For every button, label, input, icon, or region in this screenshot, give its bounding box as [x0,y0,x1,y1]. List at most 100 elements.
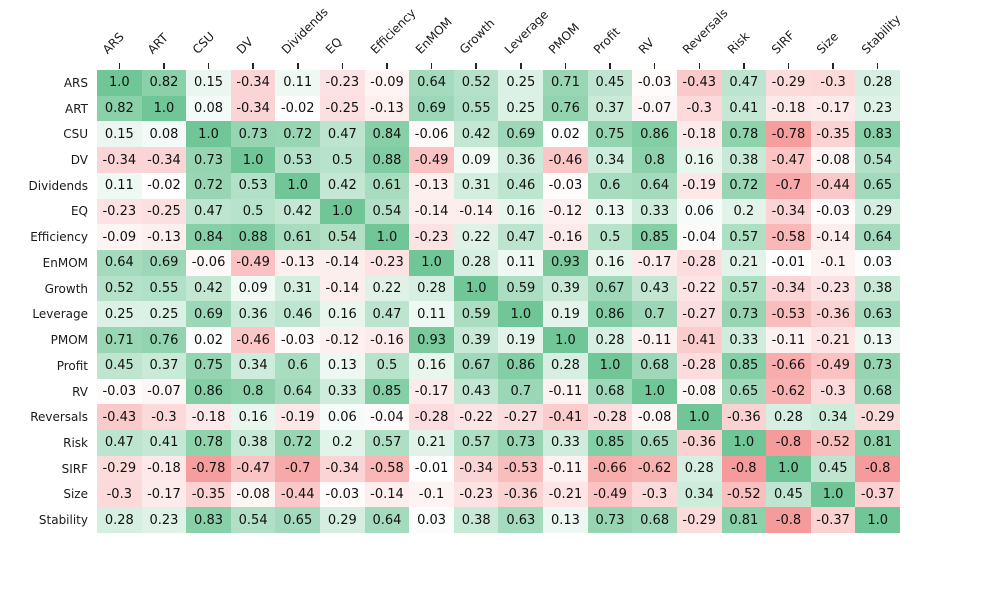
heatmap-cell: 0.22 [364,275,410,302]
heatmap-cell: 0.38 [855,275,900,302]
heatmap-cell: 0.85 [632,224,677,251]
heatmap-cell: -0.78 [186,455,231,482]
heatmap-cell: 0.25 [97,301,142,328]
heatmap-cell: 0.43 [453,378,499,405]
heatmap-cell: 0.11 [409,301,454,328]
heatmap-cell: -0.13 [364,95,410,122]
heatmap-cell: 0.45 [97,352,142,379]
heatmap-cell: 0.25 [141,301,187,328]
heatmap-cell: 0.65 [632,430,677,456]
heatmap-cell: 0.69 [409,95,454,122]
heatmap-cell: 0.38 [230,430,276,456]
heatmap-cell: 0.78 [721,121,767,148]
heatmap-cell: 0.36 [498,147,544,173]
heatmap-cell: 0.59 [498,275,544,302]
row-label: Profit [56,358,88,373]
heatmap-cell: -0.29 [97,455,142,482]
heatmap-cell: 0.2 [721,198,767,225]
heatmap-cell: 0.34 [810,404,856,431]
heatmap-cell: 0.76 [141,327,187,353]
heatmap-cell: -0.47 [230,455,276,482]
heatmap-cell: 0.2 [320,430,365,456]
heatmap-cell: 0.7 [632,301,677,328]
heatmap-cell: 0.16 [320,301,365,328]
heatmap-cell: -0.47 [766,147,811,173]
heatmap-cell: -0.11 [543,455,588,482]
heatmap-cell: -0.28 [587,404,633,431]
heatmap-cell: -0.58 [364,455,410,482]
heatmap-cell: -0.04 [364,404,410,431]
heatmap-cell: 0.28 [453,250,499,276]
column-label: EnMOM [412,14,455,57]
heatmap-cell: -0.08 [676,378,722,405]
heatmap-cell: -0.09 [364,70,410,96]
heatmap-cell: 0.37 [141,352,187,379]
heatmap-cell: 0.69 [498,121,544,148]
heatmap-cell: 0.93 [409,327,454,353]
row-label: Dividends [28,178,88,193]
heatmap-cell: 0.5 [320,147,365,173]
heatmap-cell: -0.66 [587,455,633,482]
heatmap-cell: 0.08 [186,95,231,122]
heatmap-cell: 0.47 [498,224,544,251]
row-label: ART [64,101,88,116]
heatmap-cell: 0.86 [632,121,677,148]
row-label: Growth [44,281,88,296]
heatmap-cell: 0.28 [409,275,454,302]
heatmap-cell: -0.18 [676,121,722,148]
heatmap-cell: 0.31 [453,172,499,199]
heatmap-cell: -0.25 [141,198,187,225]
heatmap-cell: -0.3 [632,481,677,508]
heatmap-cell: 0.11 [275,70,321,96]
heatmap-cell: 0.23 [141,507,187,533]
heatmap-cell: 0.33 [632,198,677,225]
heatmap-cell: 1.0 [364,224,410,251]
heatmap-cell: -0.66 [766,352,811,379]
heatmap-cell: 0.47 [97,430,142,456]
heatmap-cell: 0.02 [543,121,588,148]
axis-tick [297,63,299,69]
heatmap-cell: 0.15 [186,70,231,96]
heatmap-cell: 0.73 [230,121,276,148]
heatmap-cell: -0.44 [275,481,321,508]
heatmap-cell: -0.18 [766,95,811,122]
heatmap-cell: 0.63 [498,507,544,533]
heatmap-cell: -0.03 [810,198,856,225]
heatmap-cell: 1.0 [320,198,365,225]
heatmap-cell: 0.21 [409,430,454,456]
heatmap-cell: 0.37 [587,95,633,122]
heatmap-cell: -0.37 [855,481,900,508]
heatmap-cell: -0.34 [230,95,276,122]
heatmap-cell: 0.72 [275,121,321,148]
axis-tick [386,63,388,69]
heatmap-cell: 0.42 [275,198,321,225]
heatmap-cell: -0.23 [364,250,410,276]
axis-tick [430,63,433,69]
heatmap-cell: 0.85 [587,430,633,456]
heatmap-cell: -0.3 [141,404,187,431]
heatmap-cell: 0.83 [855,121,900,148]
column-label: ARS [100,29,128,57]
heatmap-cell: -0.08 [230,481,276,508]
heatmap-cell: -0.07 [632,95,677,122]
heatmap-cell: 0.88 [230,224,276,251]
heatmap-cell: -0.28 [409,404,454,431]
heatmap-cell: 0.67 [587,275,633,302]
heatmap-cell: 0.73 [855,352,900,379]
heatmap-cell: -0.46 [230,327,276,353]
heatmap-cell: 0.16 [587,250,633,276]
heatmap-cell: -0.7 [275,455,321,482]
row-label: DV [70,153,88,168]
heatmap-cell: 0.6 [275,352,321,379]
heatmap-cell: 0.34 [676,481,722,508]
heatmap-cell: 0.73 [186,147,231,173]
row-label: ARS [63,75,88,90]
heatmap-cell: 0.11 [498,250,544,276]
heatmap-cell: -0.08 [632,404,677,431]
axis-tick [787,63,790,69]
heatmap-cell: 0.68 [587,378,633,405]
heatmap-cell: -0.23 [409,224,454,251]
heatmap-cell: 0.73 [721,301,767,328]
row-label: Leverage [32,307,88,322]
heatmap-cell: 0.42 [186,275,231,302]
